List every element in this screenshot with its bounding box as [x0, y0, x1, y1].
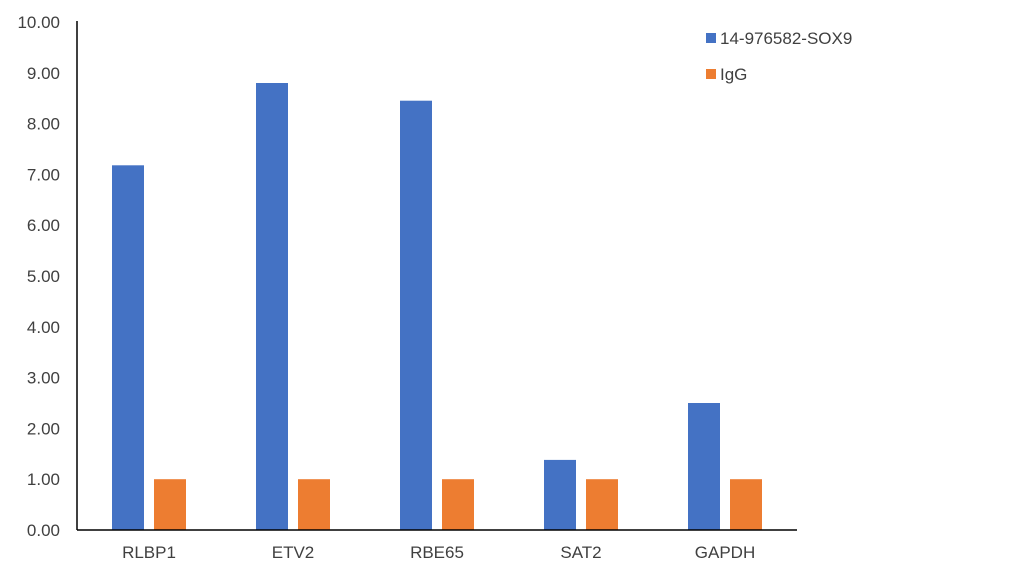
bars-layer [112, 83, 762, 531]
y-tick-label: 4.00 [27, 318, 60, 337]
x-tick-labels: RLBP1 ETV2 RBE65 SAT2 GAPDH [122, 543, 755, 562]
bar-rbe65-series-1 [400, 100, 432, 530]
axes-layer [76, 21, 797, 531]
y-tick-label: 9.00 [27, 64, 60, 83]
bar-gapdh-series-1 [688, 403, 720, 530]
legend: 14-976582-SOX9 IgG [706, 29, 852, 84]
x-tick-label: SAT2 [560, 543, 601, 562]
y-tick-label: 8.00 [27, 115, 60, 134]
bar-rlbp1-series-1 [112, 165, 144, 531]
x-tick-label: RBE65 [410, 543, 464, 562]
legend-swatch [706, 69, 716, 79]
y-tick-label: 2.00 [27, 419, 60, 438]
y-tick-label: 7.00 [27, 165, 60, 184]
x-tick-label: RLBP1 [122, 543, 176, 562]
legend-label: IgG [720, 65, 747, 84]
bar-etv2-series-2 [298, 479, 330, 530]
x-tick-label: ETV2 [272, 543, 315, 562]
bar-sat2-series-1 [544, 459, 576, 530]
bar-sat2-series-2 [586, 479, 618, 530]
legend-swatch [706, 33, 716, 43]
y-tick-label: 3.00 [27, 369, 60, 388]
bar-rlbp1-series-2 [154, 479, 186, 530]
y-tick-label: 5.00 [27, 267, 60, 286]
bar-etv2-series-1 [256, 83, 288, 530]
legend-label: 14-976582-SOX9 [720, 29, 852, 48]
y-tick-label: 0.00 [27, 521, 60, 540]
bar-rbe65-series-2 [442, 479, 474, 530]
bar-gapdh-series-2 [730, 479, 762, 530]
y-tick-labels: 0.00 1.00 2.00 3.00 4.00 5.00 6.00 7.00 8.00 9.00… [17, 13, 60, 540]
x-tick-label: GAPDH [695, 543, 755, 562]
y-tick-label: 6.00 [27, 216, 60, 235]
y-tick-label: 10.00 [17, 13, 60, 32]
y-tick-label: 1.00 [27, 470, 60, 489]
